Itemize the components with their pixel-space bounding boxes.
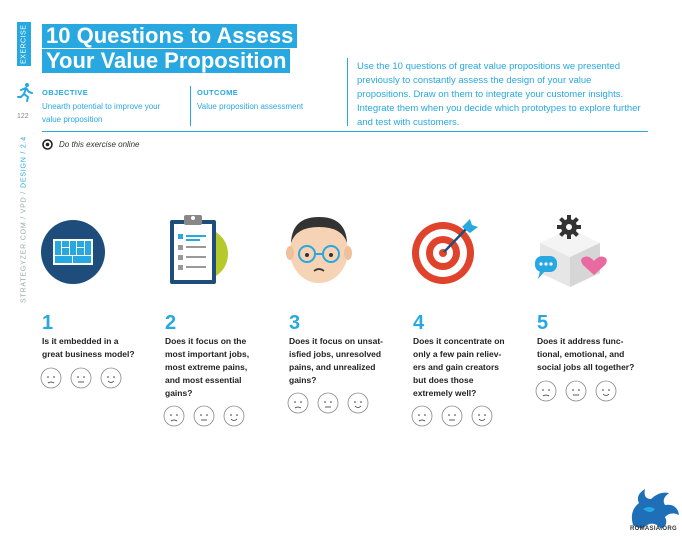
- rating-faces-q4: [411, 405, 493, 427]
- question-4: 4 Does it concentrate on only a few pain…: [413, 313, 533, 400]
- face-happy-icon[interactable]: [471, 405, 493, 427]
- runner-icon: [17, 83, 33, 102]
- page-number: 122: [17, 113, 29, 120]
- question-text-line: extremely well?: [413, 388, 477, 398]
- question-text-line: and most essential: [165, 375, 242, 385]
- face-sad-icon[interactable]: [163, 405, 185, 427]
- objective-text-line: Unearth potential to improve your: [42, 102, 161, 111]
- target-icon: [412, 219, 478, 284]
- header-rule: [42, 131, 648, 132]
- question-2: 2 Does it focus on the most important jo…: [165, 313, 285, 400]
- question-number: 4: [413, 312, 425, 334]
- objective-text-line: value proposition: [42, 115, 103, 124]
- objective-text: Unearth potential to improve your value …: [42, 100, 160, 126]
- question-1: 1 Is it embedded in a great business mod…: [42, 313, 157, 361]
- page-title-line-1: 10 Questions to Assess: [42, 24, 298, 48]
- question-text-line: ers and gain creators: [413, 362, 499, 372]
- objective-label: OBJECTIVE: [42, 88, 89, 97]
- question-number: 2: [165, 312, 177, 334]
- outcome-label: OUTCOME: [197, 88, 239, 97]
- clipboard-checklist-icon: [170, 215, 228, 284]
- face-neutral-icon[interactable]: [317, 392, 339, 414]
- question-number: 3: [289, 312, 301, 334]
- face-neutral-icon[interactable]: [70, 367, 92, 389]
- question-text-line: Is it embedded in a: [42, 336, 119, 346]
- question-text-line: tional, emotional, and: [537, 349, 625, 359]
- face-sad-icon[interactable]: [411, 405, 433, 427]
- breadcrumb: STRATEGYZER.COM / VPD / DESIGN / 2.4: [18, 136, 30, 306]
- question-text: Does it focus on unsat- isfied jobs, unr…: [289, 335, 409, 387]
- gear-heart-speech-cube-icon: [535, 215, 607, 287]
- breadcrumb-section: DESIGN / 2.4: [20, 136, 28, 189]
- sidebar: EXERCISE 122 STRATEGYZER.COM / VPD / DES…: [0, 0, 40, 539]
- question-text-line: social jobs all together?: [537, 362, 635, 372]
- question-text-line: pains, and unrealized: [289, 362, 376, 372]
- online-link[interactable]: Do this exercise online: [42, 139, 139, 150]
- question-text-line: great business model?: [42, 349, 135, 359]
- face-neutral-icon[interactable]: [565, 380, 587, 402]
- question-text-line: Does it focus on the: [165, 336, 247, 346]
- question-text-line: but does those: [413, 375, 474, 385]
- rating-faces-q2: [163, 405, 245, 427]
- question-number: 1: [42, 312, 54, 334]
- question-3: 3 Does it focus on unsat- isfied jobs, u…: [289, 313, 409, 387]
- question-5: 5 Does it address func- tional, emotiona…: [537, 313, 662, 374]
- face-happy-icon[interactable]: [223, 405, 245, 427]
- rating-faces-q3: [287, 392, 369, 414]
- business-model-canvas-icon: [41, 220, 105, 284]
- outcome-text: Value proposition assessment: [197, 102, 304, 111]
- online-link-label: Do this exercise online: [59, 140, 140, 149]
- face-happy-icon[interactable]: [595, 380, 617, 402]
- question-text-line: isfied jobs, unresolved: [289, 349, 382, 359]
- rating-faces-q5: [535, 380, 617, 402]
- power-icon: [42, 139, 53, 150]
- intro-paragraph: Use the 10 questions of great value prop…: [357, 61, 641, 128]
- thinking-face-icon: [286, 217, 352, 283]
- face-happy-icon[interactable]: [100, 367, 122, 389]
- face-sad-icon[interactable]: [535, 380, 557, 402]
- question-text-line: most important jobs,: [165, 349, 250, 359]
- face-neutral-icon[interactable]: [193, 405, 215, 427]
- question-text: Is it embedded in a great business model…: [42, 335, 157, 361]
- rating-faces-q1: [40, 367, 122, 389]
- question-text-line: only a few pain reliev-: [413, 349, 502, 359]
- divider: [190, 86, 191, 126]
- question-text-line: Does it address func-: [537, 336, 624, 346]
- breadcrumb-site: STRATEGYZER.COM / VPD /: [20, 190, 28, 303]
- divider: [347, 58, 348, 126]
- logo-text: ROMASIA.ORG: [630, 526, 677, 532]
- exercise-tab: EXERCISE: [17, 22, 31, 66]
- face-happy-icon[interactable]: [347, 392, 369, 414]
- question-text: Does it concentrate on only a few pain r…: [413, 335, 533, 400]
- face-sad-icon[interactable]: [287, 392, 309, 414]
- page-title-line-2: Your Value Proposition: [42, 49, 291, 73]
- question-text-line: gains?: [165, 388, 193, 398]
- face-neutral-icon[interactable]: [441, 405, 463, 427]
- question-text: Does it focus on the most important jobs…: [165, 335, 285, 400]
- question-text-line: Does it concentrate on: [413, 336, 505, 346]
- question-text-line: Does it focus on unsat-: [289, 336, 383, 346]
- question-text: Does it address func- tional, emotional,…: [537, 335, 662, 374]
- question-text-line: most extreme pains,: [165, 362, 248, 372]
- griffin-logo-icon: [631, 489, 679, 529]
- question-number: 5: [537, 312, 549, 334]
- face-sad-icon[interactable]: [40, 367, 62, 389]
- question-text-line: gains?: [289, 375, 317, 385]
